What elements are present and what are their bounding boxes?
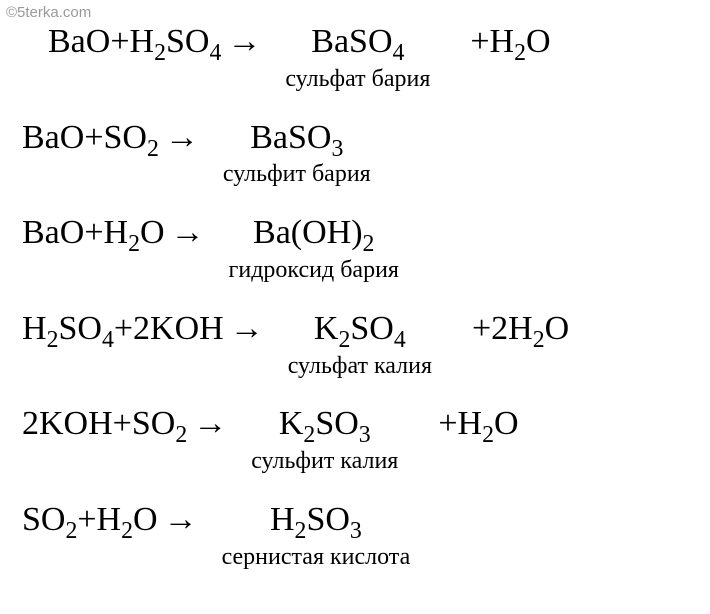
eq-tail: +H2O [438, 404, 518, 445]
product-formula: Ba(OH)2 [253, 213, 374, 254]
equation-3: BaO+H2O → Ba(OH)2 гидроксид бария [18, 213, 710, 285]
arrow-icon: → [230, 309, 264, 350]
arrow-icon: → [164, 500, 198, 541]
eq-lhs: 2KOH+SO2 [22, 404, 187, 445]
eq-lhs: BaO+H2O [22, 213, 165, 254]
eq-tail: +2H2O [472, 309, 569, 350]
arrow-icon: → [193, 404, 227, 445]
eq-lhs: SO2+H2O [22, 500, 158, 541]
eq-product: K2SO4 сульфат калия [288, 309, 432, 381]
product-formula: BaSO4 [311, 22, 404, 63]
eq-lhs: H2SO4+2KOH [22, 309, 224, 350]
eq-tail: +H2O [470, 22, 550, 63]
eq-product: H2SO3 сернистая кислота [222, 500, 411, 572]
product-formula: K2SO4 [314, 309, 406, 350]
product-formula: K2SO3 [279, 404, 371, 445]
arrow-icon: → [227, 22, 261, 63]
product-formula: BaSO3 [250, 118, 343, 159]
product-label: сернистая кислота [222, 543, 411, 572]
arrow-icon: → [165, 118, 199, 159]
equation-6: SO2+H2O → H2SO3 сернистая кислота [18, 500, 710, 572]
equation-2: BaO+SO2 → BaSO3 сульфит бария [18, 118, 710, 190]
equation-4: H2SO4+2KOH → K2SO4 сульфат калия +2H2O [18, 309, 710, 381]
product-label: сульфит калия [251, 447, 398, 476]
watermark: ©5terka.com [6, 4, 91, 21]
arrow-icon: → [171, 213, 205, 254]
eq-lhs: BaO+SO2 [22, 118, 159, 159]
eq-product: K2SO3 сульфит калия [251, 404, 398, 476]
equations-container: BaO+H2SO4 → BaSO4 сульфат бария +H2O BaO… [0, 0, 710, 572]
product-label: гидроксид бария [229, 256, 399, 285]
eq-product: BaSO4 сульфат бария [285, 22, 430, 94]
product-label: сульфит бария [223, 160, 371, 189]
eq-product: BaSO3 сульфит бария [223, 118, 371, 190]
product-label: сульфат бария [285, 65, 430, 94]
eq-lhs: BaO+H2SO4 [48, 22, 221, 63]
product-label: сульфат калия [288, 352, 432, 381]
equation-1: BaO+H2SO4 → BaSO4 сульфат бария +H2O [18, 22, 710, 94]
product-formula: H2SO3 [270, 500, 362, 541]
eq-product: Ba(OH)2 гидроксид бария [229, 213, 399, 285]
equation-5: 2KOH+SO2 → K2SO3 сульфит калия +H2O [18, 404, 710, 476]
